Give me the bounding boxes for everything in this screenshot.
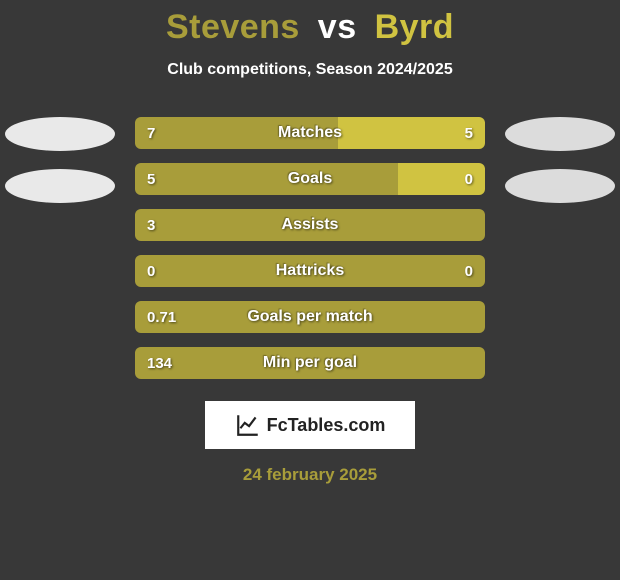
stat-row: Hattricks00	[135, 255, 485, 287]
stat-seg-player2	[398, 163, 486, 195]
logo-text: FcTables.com	[267, 415, 386, 436]
player2-avatar	[505, 117, 615, 151]
stat-seg-player1	[135, 209, 485, 241]
subtitle: Club competitions, Season 2024/2025	[0, 61, 620, 79]
title-vs: vs	[318, 8, 357, 46]
stat-row: Matches75	[135, 117, 485, 149]
logo-badge: FcTables.com	[205, 401, 415, 449]
stat-seg-player1	[135, 255, 485, 287]
stat-seg-player1	[135, 347, 485, 379]
title: Stevens vs Byrd	[0, 0, 620, 47]
stat-row: Goals50	[135, 163, 485, 195]
player1-avatar	[5, 117, 115, 151]
stat-row: Assists3	[135, 209, 485, 241]
stat-seg-player1	[135, 301, 485, 333]
chart-icon	[235, 412, 261, 438]
player2-club-avatar	[505, 169, 615, 203]
avatar-column-left	[0, 117, 120, 203]
footer-date: 24 february 2025	[0, 465, 620, 485]
stat-seg-player1	[135, 117, 338, 149]
content: Matches75 Goals50 Assists3 Hattricks00 Goals…	[0, 117, 620, 379]
stat-row: Min per goal134	[135, 347, 485, 379]
stat-row: Goals per match0.71	[135, 301, 485, 333]
stat-seg-player1	[135, 163, 398, 195]
player1-club-avatar	[5, 169, 115, 203]
stat-bars: Matches75 Goals50 Assists3 Hattricks00 Goals…	[135, 117, 485, 379]
comparison-card: Stevens vs Byrd Club competitions, Seaso…	[0, 0, 620, 580]
title-player2: Byrd	[375, 8, 454, 46]
stat-seg-player2	[338, 117, 485, 149]
avatar-column-right	[500, 117, 620, 203]
title-player1: Stevens	[166, 8, 300, 46]
